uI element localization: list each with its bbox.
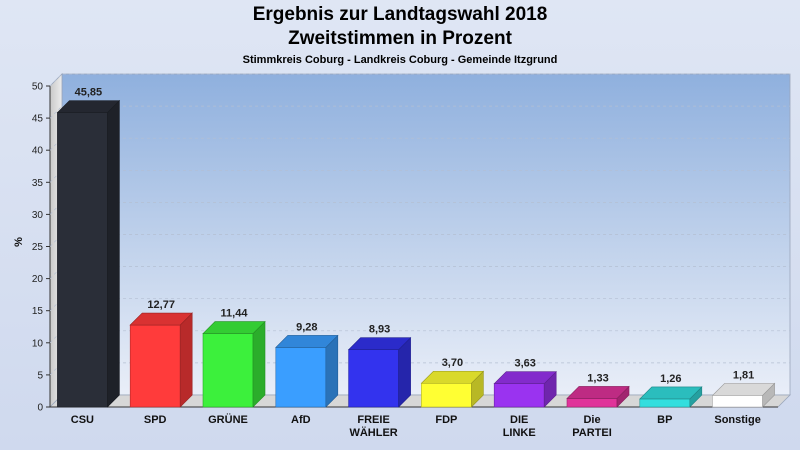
- y-tick-label: 15: [32, 306, 44, 317]
- x-tick-label: AfD: [291, 414, 311, 426]
- x-tick-label: GRÜNE: [208, 413, 248, 426]
- bar-fdp: [420, 370, 485, 408]
- bar-csu: [56, 99, 121, 408]
- data-label: 1,26: [660, 373, 681, 385]
- bar-front: [566, 398, 618, 408]
- x-tick-label: SPD: [144, 414, 167, 426]
- bar-front: [129, 324, 181, 408]
- bar-front: [639, 398, 691, 408]
- x-tick-label: BP: [657, 414, 672, 426]
- y-tick-label: 5: [37, 370, 43, 381]
- bar-bp: [639, 386, 703, 408]
- bar-side: [107, 99, 120, 408]
- y-tick-label: 0: [37, 403, 43, 414]
- bar-front: [348, 349, 399, 408]
- bar-side: [252, 320, 266, 408]
- x-tick-label: DIE LINKE: [503, 414, 536, 439]
- y-tick-label: 35: [32, 178, 44, 189]
- bar-die-partei: [566, 385, 630, 408]
- data-label: 3,63: [514, 358, 535, 370]
- y-tick-label: 20: [32, 274, 44, 285]
- chart-subtitle: Zweitstimmen in Prozent: [288, 28, 512, 49]
- y-tick-label: 50: [32, 82, 44, 93]
- data-label: 8,93: [369, 324, 390, 336]
- y-tick-label: 45: [32, 114, 44, 125]
- bar-top: [347, 337, 412, 350]
- bar-top: [493, 371, 557, 384]
- bar-front: [421, 382, 472, 408]
- bar-front: [275, 347, 327, 408]
- bar-sonstige: [711, 382, 776, 408]
- data-label: 3,70: [442, 357, 463, 369]
- data-label: 12,77: [147, 299, 175, 311]
- chart-title: Ergebnis zur Landtagswahl 2018: [252, 4, 548, 25]
- bar-top: [711, 383, 776, 396]
- data-label: 1,33: [587, 372, 608, 384]
- bar-front: [712, 395, 763, 408]
- bar-afd: [275, 334, 339, 408]
- bar-top: [56, 100, 121, 113]
- bar-front: [493, 383, 545, 408]
- x-tick-label: Sonstige: [714, 414, 760, 426]
- y-tick-label: 10: [32, 338, 44, 349]
- chart-caption: Stimmkreis Coburg - Landkreis Coburg - G…: [242, 54, 558, 66]
- bar-die-linke: [493, 370, 557, 408]
- bar-top: [566, 386, 630, 399]
- bar-grüne: [202, 320, 266, 408]
- bar-front: [57, 112, 108, 408]
- bar-top: [202, 321, 266, 334]
- x-tick-label: Die PARTEI: [572, 414, 612, 439]
- bar-top: [639, 386, 703, 400]
- data-label: 11,44: [221, 308, 249, 320]
- bar-top: [275, 335, 339, 348]
- bar-side: [325, 334, 339, 408]
- data-label: 1,81: [733, 369, 754, 381]
- y-tick-label: 40: [32, 146, 44, 157]
- y-tick-label: 25: [32, 242, 44, 253]
- x-tick-label: FREIE WÄHLER: [349, 414, 397, 439]
- y-tick-label: 30: [32, 210, 44, 221]
- bar-top: [420, 370, 485, 384]
- x-tick-label: CSU: [71, 414, 94, 426]
- bar-front: [202, 333, 254, 408]
- y-axis-label: %: [13, 237, 25, 247]
- data-label: 9,28: [296, 321, 317, 333]
- bar-top: [129, 312, 193, 326]
- bar-side: [179, 312, 193, 408]
- data-label: 45,85: [75, 87, 103, 99]
- x-tick-label: FDP: [435, 414, 457, 426]
- bar-spd: [129, 312, 193, 408]
- bar-freie-wähler: [347, 336, 412, 408]
